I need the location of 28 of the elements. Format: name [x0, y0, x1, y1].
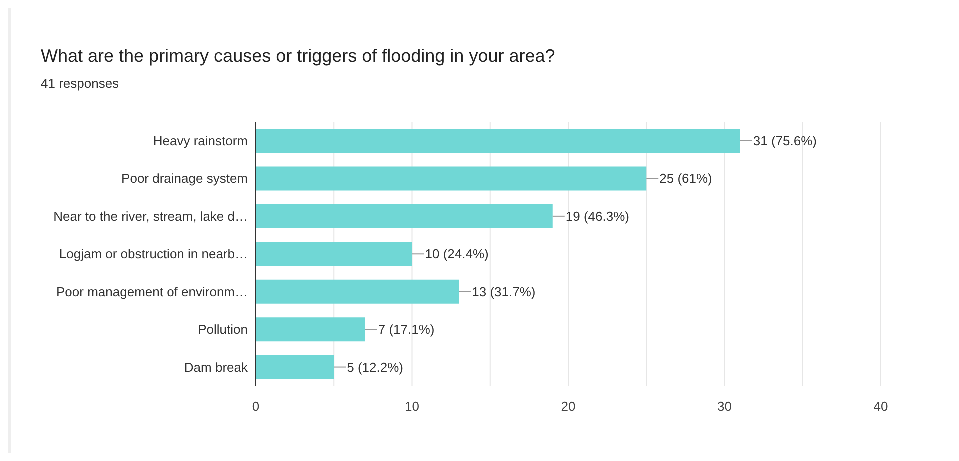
data-label: 5 (12.2%)	[347, 360, 404, 375]
data-label: 31 (75.6%)	[753, 134, 817, 148]
data-label: 7 (17.1%)	[378, 322, 435, 338]
bar	[256, 129, 740, 153]
y-tick-label: Poor drainage system	[122, 171, 248, 186]
y-tick-label: Poor management of environm…	[56, 284, 248, 300]
y-tick-label: Logjam or obstruction in nearb…	[59, 246, 248, 262]
data-label: 10 (24.4%)	[425, 246, 489, 262]
text: 41 responses	[41, 76, 120, 91]
chart-title: What are the primary causes or triggers of flooding in your area?	[41, 46, 556, 67]
bar	[256, 242, 412, 266]
data-label: 13 (31.7%)	[472, 284, 536, 300]
x-tick-label: 30	[718, 399, 732, 414]
x-tick-label: 20	[561, 399, 576, 414]
x-tick-label: 40	[874, 399, 888, 414]
y-tick-label: Dam break	[184, 360, 248, 375]
x-tick-label: 10	[405, 399, 420, 414]
bar	[256, 166, 647, 191]
x-tick-label: 0	[252, 399, 260, 414]
data-label: 25 (61%)	[660, 171, 712, 186]
bar	[256, 318, 366, 342]
bar	[256, 355, 334, 380]
y-tick-label: Pollution	[198, 322, 248, 338]
data-label: 19 (46.3%)	[566, 208, 630, 224]
y-tick-label: Heavy rainstorm	[153, 133, 248, 148]
bar	[256, 280, 460, 304]
y-tick-label: Near to the river, stream, lake d…	[54, 208, 248, 224]
bar	[256, 204, 553, 228]
